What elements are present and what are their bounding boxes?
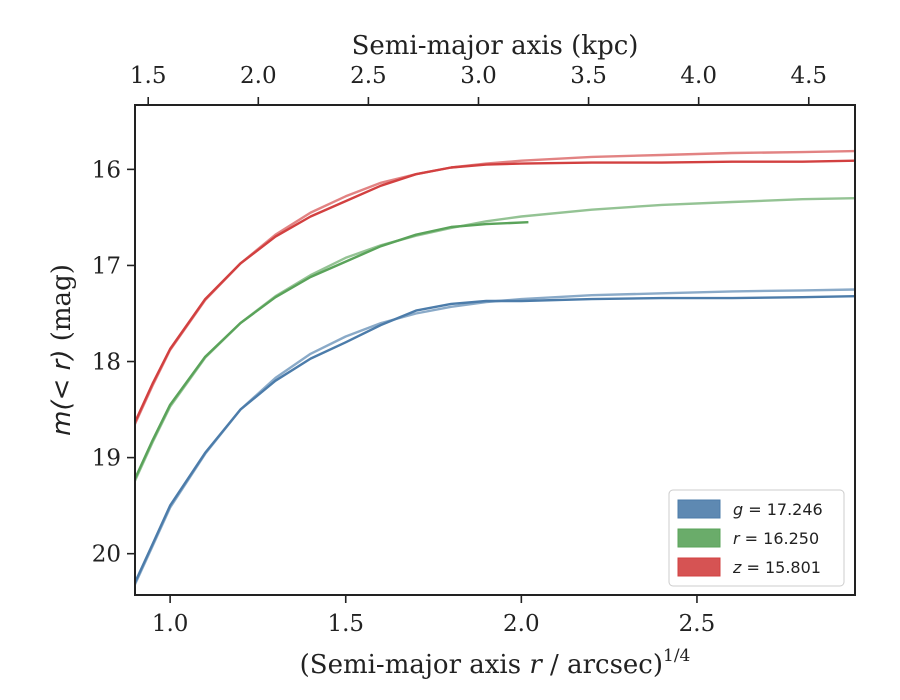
x-tick-label: 1.0 (152, 611, 189, 637)
legend-label-g: g = 17.246 (733, 500, 823, 519)
y-tick-label: 17 (92, 253, 121, 279)
series-data-r (135, 221, 529, 480)
y-axis: 16 17 18 19 20 (92, 157, 135, 568)
y-axis-title: m(< r) (mag) (47, 264, 77, 436)
legend-label-z: z = 15.801 (732, 558, 821, 577)
x-axis-title: (Semi-major axis r / arcsec)1/4 (300, 646, 691, 680)
legend-swatch-z (677, 557, 721, 577)
y-axis-title-math: m(< r) (47, 350, 77, 436)
top-tick-label: 2.0 (240, 63, 277, 89)
top-tick-label: 2.5 (350, 63, 387, 89)
top-tick-label: 1.5 (130, 63, 167, 89)
top-tick-label: 3.0 (460, 63, 497, 89)
top-tick-label: 3.5 (570, 63, 607, 89)
legend-swatch-g (677, 499, 721, 519)
series-data-g (135, 295, 855, 583)
y-tick-label: 20 (92, 542, 121, 568)
top-tick-label: 4.0 (680, 63, 717, 89)
top-tick-label: 4.5 (790, 63, 827, 89)
top-axis: 1.5 2.0 2.5 3.0 3.5 4.0 4.5 (130, 63, 827, 105)
legend-label-r: r = 16.250 (733, 529, 819, 548)
x-axis-title-suffix: / arcsec) (542, 650, 663, 680)
series-data-z (135, 159, 855, 423)
x-axis: 1.0 1.5 2.0 2.5 (152, 595, 715, 637)
x-axis-title-exponent: 1/4 (663, 646, 690, 666)
top-axis-title: Semi-major axis (kpc) (352, 31, 639, 61)
x-tick-label: 2.0 (503, 611, 540, 637)
y-tick-label: 18 (92, 350, 121, 376)
x-axis-title-var: r (529, 650, 543, 680)
legend: g = 17.246 r = 16.250 z = 15.801 (668, 489, 845, 587)
x-axis-title-prefix: (Semi-major axis (300, 650, 530, 680)
y-axis-title-unit: (mag) (47, 264, 77, 349)
series-layer (135, 149, 855, 585)
y-tick-label: 19 (92, 446, 121, 472)
plot-frame (134, 104, 856, 596)
x-tick-label: 1.5 (327, 611, 364, 637)
y-tick-label: 16 (92, 157, 121, 183)
x-tick-label: 2.5 (679, 611, 716, 637)
legend-swatch-r (677, 528, 721, 548)
